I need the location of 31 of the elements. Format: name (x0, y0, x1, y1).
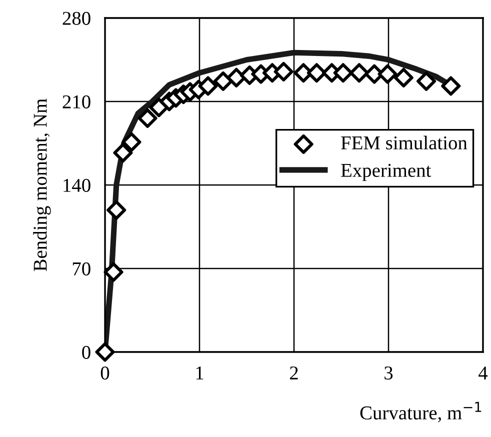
point (333, 63, 353, 83)
x-tick-label: 0 (100, 366, 110, 380)
x-tick-label: 4 (478, 366, 488, 380)
point (441, 76, 461, 96)
x-tick-label: 2 (290, 366, 298, 380)
y-tick-label: 0 (82, 346, 90, 359)
y-axis-title: Bending moment, Nm (33, 98, 51, 272)
legend-label: FEM simulation (341, 136, 468, 150)
point (349, 63, 369, 83)
y-tick-label: 140 (64, 178, 90, 192)
point (138, 108, 158, 128)
point (274, 62, 294, 82)
point (95, 342, 115, 362)
y-tick-label: 210 (62, 95, 90, 108)
x-tick-label: 1 (196, 366, 204, 380)
point (306, 63, 326, 83)
point (416, 71, 436, 91)
point (113, 143, 133, 163)
point (226, 68, 246, 88)
point (378, 64, 398, 84)
point (213, 71, 233, 91)
point (394, 68, 414, 88)
x-tick-label: 3 (384, 366, 393, 380)
y-tick-label: 70 (72, 262, 90, 276)
x-axis-title: Curvature, m$^{−1}$ (360, 402, 482, 422)
point (106, 200, 126, 220)
y-tick-label: 280 (62, 12, 90, 25)
legend-label: Experiment (341, 164, 432, 181)
point (122, 132, 142, 152)
point (198, 76, 218, 96)
point (104, 262, 124, 282)
